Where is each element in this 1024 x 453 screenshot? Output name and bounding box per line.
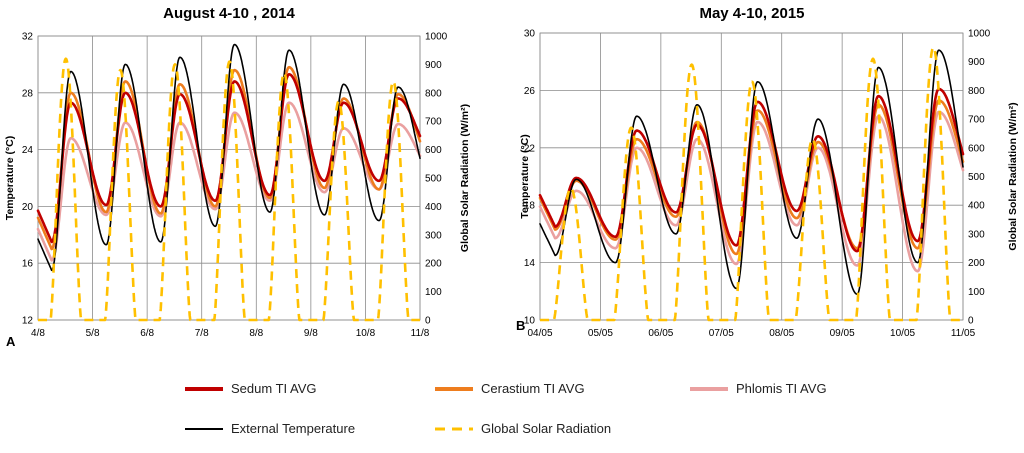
legend-label: External Temperature [231,421,355,436]
series-line-external-temperature [37,43,421,272]
y-axis-label: Temperature (°C) [4,136,16,221]
x-tick-label: 08/05 [769,328,794,339]
x-tick-label: 6/8 [140,328,154,339]
x-tick-label: 11/05 [951,328,976,339]
y-tick-label: 20 [22,202,34,213]
legend-label: Cerastium TI AVG [481,381,585,396]
y2-tick-label: 1000 [425,32,448,43]
y2-tick-label: 300 [425,230,442,241]
y2-tick-label: 100 [968,287,985,298]
y2-tick-label: 400 [425,202,442,213]
plot-frame [539,32,964,321]
y2-tick-label: 200 [968,258,985,269]
y2-tick-label: 900 [968,57,985,68]
x-tick-label: 4/8 [31,328,45,339]
chart-title: August 4-10 , 2014 [163,5,295,22]
y-tick-label: 24 [22,145,34,156]
y2-axis-label: Global Solar Radiation (W/m²) [459,104,471,252]
y2-tick-label: 900 [425,60,442,71]
y2-tick-label: 500 [425,174,442,185]
x-tick-label: 7/8 [195,328,209,339]
legend-label: Sedum TI AVG [231,381,317,396]
y2-tick-label: 400 [968,201,985,212]
plot-frame [37,35,421,321]
chart-panel-b: May 4-10, 201510141822263001002003004005… [516,5,1019,339]
y2-tick-label: 1000 [968,29,991,40]
y2-tick-label: 0 [968,316,974,327]
y2-tick-label: 600 [968,143,985,154]
y2-tick-label: 300 [968,229,985,240]
series-line-global-solar-radiation [37,57,421,322]
y-tick-label: 16 [22,259,34,270]
legend-label: Global Solar Radiation [481,421,611,436]
y-tick-label: 26 [524,86,536,97]
y2-tick-label: 600 [425,145,442,156]
series-line-external-temperature [539,49,964,295]
y-tick-label: 32 [22,32,34,43]
x-tick-label: 10/8 [356,328,376,339]
x-tick-label: 07/05 [709,328,734,339]
y-axis-label: Temperature (°C) [519,134,531,219]
y2-tick-label: 100 [425,287,442,298]
panel-label: B [516,318,525,333]
y-tick-label: 12 [22,316,34,327]
x-tick-label: 09/05 [830,328,855,339]
y2-tick-label: 700 [425,117,442,128]
x-tick-label: 06/05 [648,328,673,339]
x-tick-label: 11/8 [411,328,430,339]
x-tick-label: 8/8 [249,328,263,339]
y-tick-label: 30 [524,29,536,40]
legend-label: Phlomis TI AVG [736,381,827,396]
x-tick-label: 10/05 [890,328,915,339]
y-tick-label: 10 [524,316,536,327]
series-line-global-solar-radiation [539,46,964,322]
y2-axis-label: Global Solar Radiation (W/m²) [1007,102,1019,250]
x-tick-label: 04/05 [527,328,552,339]
chart-title: May 4-10, 2015 [699,5,804,22]
x-tick-label: 05/05 [588,328,613,339]
series-line-phlomis-ti-avg [36,101,422,262]
y2-tick-label: 700 [968,115,985,126]
y-tick-label: 14 [524,258,536,269]
y2-tick-label: 800 [968,86,985,97]
y2-tick-label: 0 [425,316,431,327]
legend: Sedum TI AVG Cerastium TI AVG Phlomis TI A… [185,381,827,436]
y-tick-label: 18 [524,201,536,212]
y-tick-label: 22 [524,143,536,154]
y2-tick-label: 800 [425,88,442,99]
y-tick-label: 28 [22,88,34,99]
x-tick-label: 9/8 [304,328,318,339]
y2-tick-label: 500 [968,172,985,183]
chart-panel-a: August 4-10 , 2014 12 16 20 24 28 32 0 100 200 300… [4,5,471,349]
panel-label: A [6,334,16,349]
x-tick-label: 5/8 [86,328,100,339]
y2-tick-label: 200 [425,259,442,270]
